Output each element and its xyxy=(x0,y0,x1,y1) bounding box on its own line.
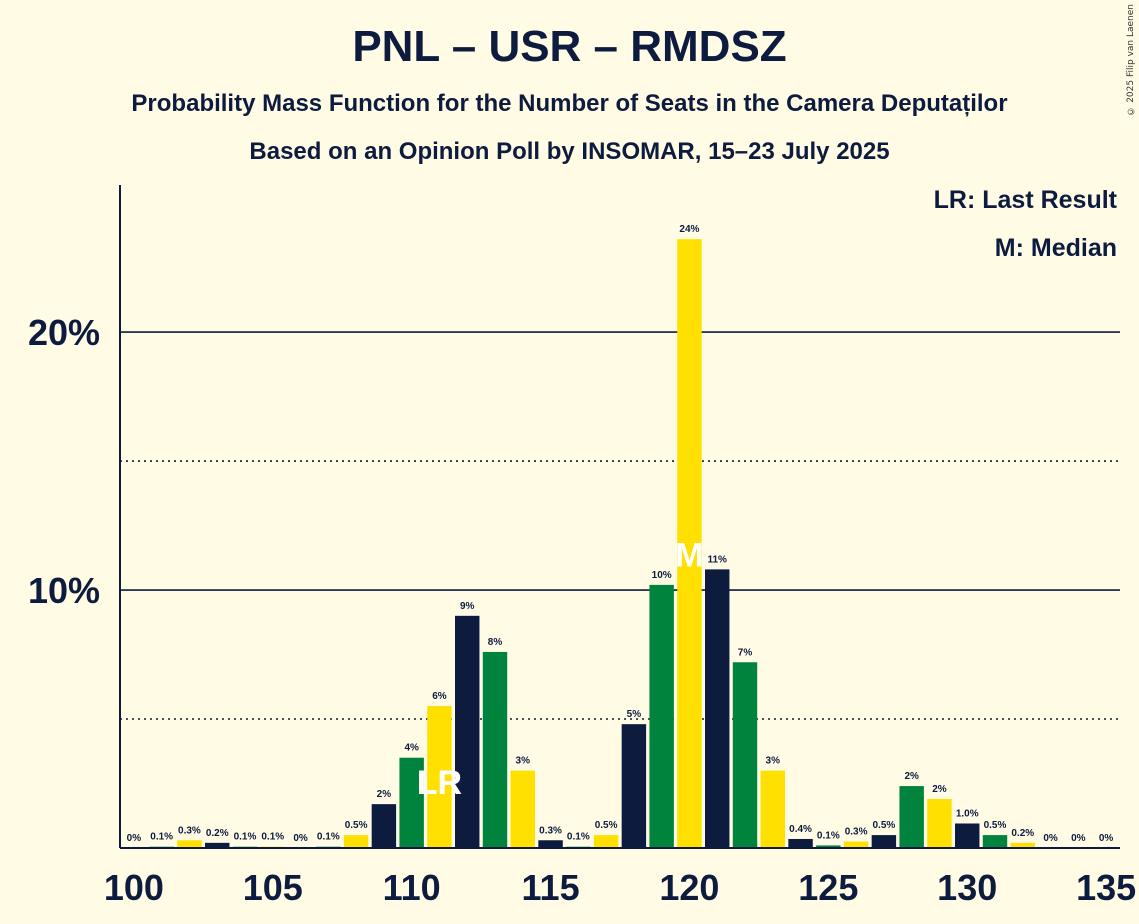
bar xyxy=(760,770,785,848)
x-tick-label: 135 xyxy=(1076,867,1136,908)
bar xyxy=(732,662,758,848)
bar xyxy=(399,757,424,848)
bar-data-label: 0.3% xyxy=(845,827,868,838)
bar xyxy=(621,724,647,848)
x-tick-label: 130 xyxy=(937,867,997,908)
bar-data-label: 0.1% xyxy=(817,830,840,841)
bar-data-label: 0% xyxy=(1099,833,1114,844)
x-tick-label: 105 xyxy=(243,867,303,908)
bar-data-label: 2% xyxy=(904,771,919,782)
chart-subtitle: Probability Mass Function for the Number… xyxy=(131,90,1008,117)
y-tick-label: 20% xyxy=(28,312,100,353)
x-tick-label: 110 xyxy=(383,867,441,908)
bar-data-label: 0.2% xyxy=(206,828,229,839)
y-tick-label: 10% xyxy=(28,570,100,611)
bar-data-label: 4% xyxy=(404,743,419,754)
bar-data-label: 8% xyxy=(488,637,503,648)
bar-data-label: 5% xyxy=(627,709,642,720)
chart-source: Based on an Opinion Poll by INSOMAR, 15–… xyxy=(249,138,890,165)
bar xyxy=(1010,842,1035,848)
bar-data-label: 0.3% xyxy=(178,825,201,836)
bar xyxy=(871,835,897,848)
bar xyxy=(843,841,869,848)
x-tick-label: 100 xyxy=(104,867,164,908)
bar-data-label: 0% xyxy=(1043,833,1058,844)
bar xyxy=(371,804,397,848)
bar-data-label: 7% xyxy=(738,647,753,658)
bar xyxy=(593,835,619,848)
bar-data-label: 0.2% xyxy=(1011,828,1034,839)
median-marker: M xyxy=(675,536,703,574)
bar xyxy=(427,706,452,848)
bar xyxy=(899,786,924,848)
bar xyxy=(482,651,508,848)
bar xyxy=(538,840,563,848)
bar xyxy=(927,798,952,848)
legend-median: M: Median xyxy=(994,234,1117,262)
bar-data-label: 0.1% xyxy=(261,832,284,843)
chart-title: PNL – USR – RMDSZ xyxy=(352,22,787,71)
last-result-marker: LR xyxy=(417,764,462,802)
bar xyxy=(455,615,480,848)
bar-data-label: 0.5% xyxy=(872,820,895,831)
bar xyxy=(510,770,535,848)
bar-data-label: 11% xyxy=(707,554,727,565)
bar-data-label: 0.3% xyxy=(539,825,562,836)
x-tick-label: 115 xyxy=(522,867,580,908)
bar-data-label: 0.5% xyxy=(984,820,1007,831)
bar-data-label: 0.1% xyxy=(317,832,340,843)
bar xyxy=(788,838,813,848)
legend-last-result: LR: Last Result xyxy=(933,186,1117,214)
bar-data-label: 24% xyxy=(679,224,699,235)
bar-data-label: 3% xyxy=(516,756,531,767)
bar-data-label: 6% xyxy=(432,691,447,702)
bar-data-label: 0.1% xyxy=(234,832,257,843)
x-tick-label: 120 xyxy=(659,867,719,908)
bar-data-label: 0.1% xyxy=(567,832,590,843)
bar-data-label: 3% xyxy=(766,756,781,767)
bar xyxy=(955,823,980,848)
bar xyxy=(816,845,841,848)
bar-data-label: 2% xyxy=(377,789,392,800)
bar-data-label: 0% xyxy=(1071,833,1086,844)
bar-data-label: 2% xyxy=(932,784,947,795)
bar-data-label: 1.0% xyxy=(956,808,979,819)
bar xyxy=(649,584,674,848)
bar-data-label: 0.5% xyxy=(345,820,368,831)
bar-data-label: 0% xyxy=(293,833,308,844)
bar-data-label: 9% xyxy=(460,601,475,612)
bar-data-label: 0.4% xyxy=(789,824,812,835)
bar xyxy=(343,835,369,848)
bar-data-label: 0.1% xyxy=(150,832,173,843)
bar-data-label: 10% xyxy=(652,570,672,581)
bar xyxy=(982,835,1008,848)
bar-data-label: 0% xyxy=(127,833,142,844)
bar xyxy=(177,840,202,848)
bar xyxy=(677,239,702,848)
bar xyxy=(705,569,730,848)
x-tick-label: 125 xyxy=(798,867,858,908)
bar-data-label: 0.5% xyxy=(595,820,618,831)
bar xyxy=(205,842,230,848)
